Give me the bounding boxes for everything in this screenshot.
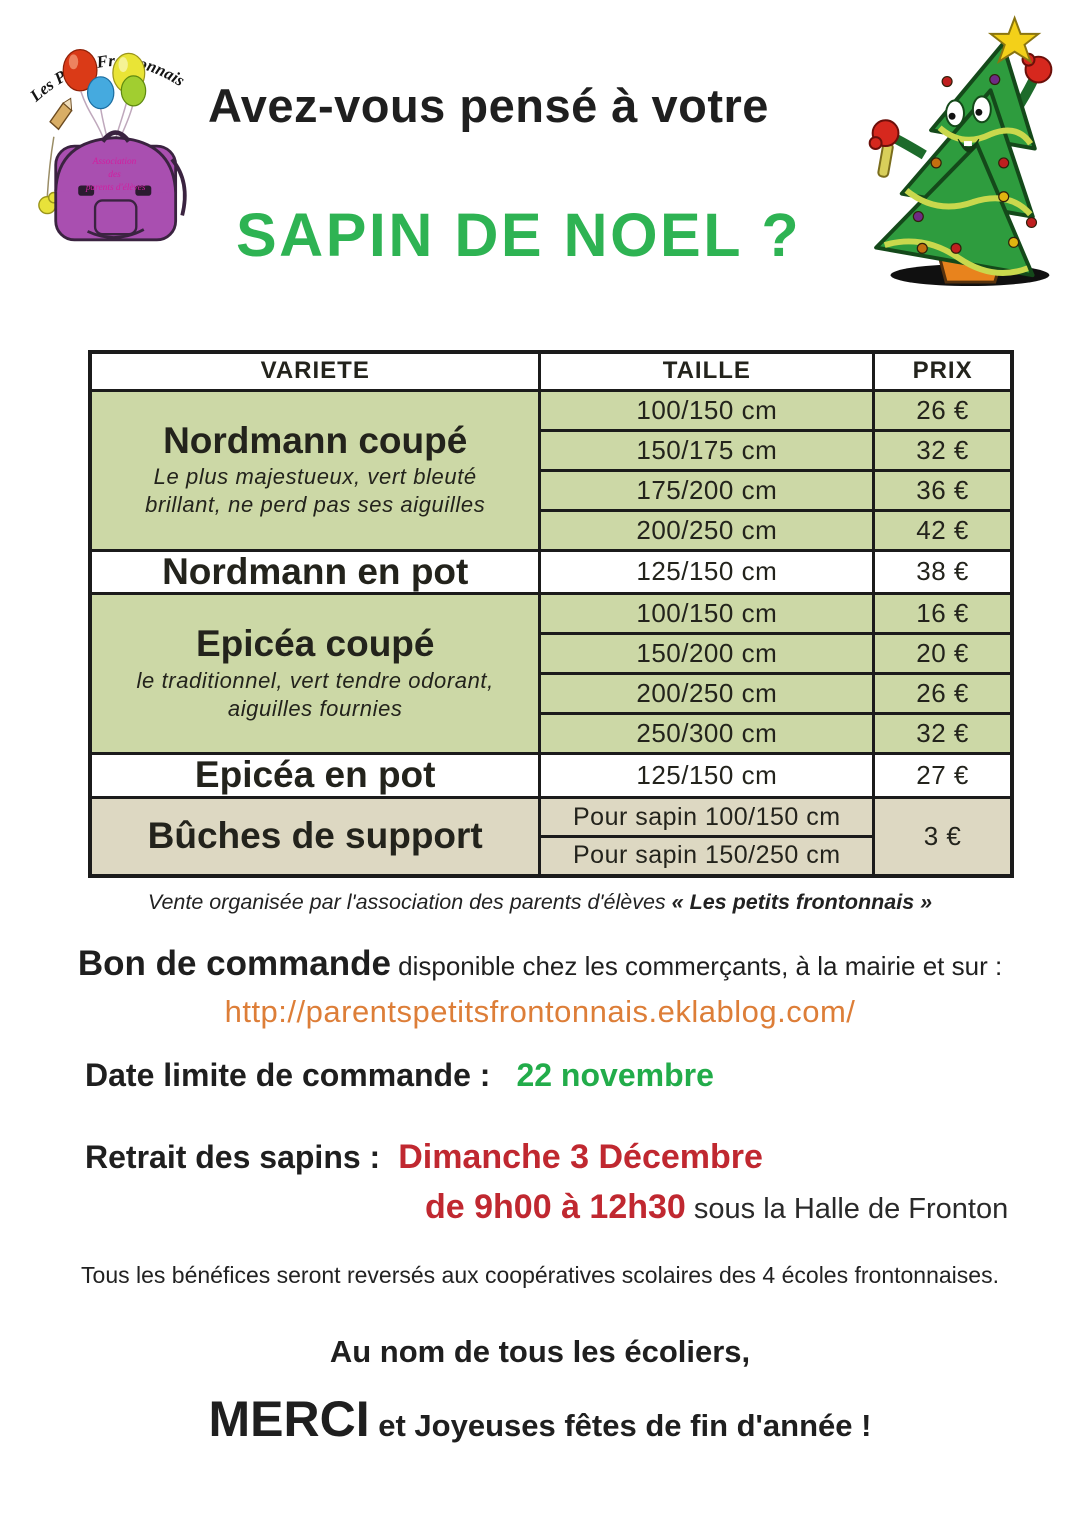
taille-cell: 100/150 cm — [538, 388, 876, 432]
pickup-time: de 9h00 à 12h30 — [425, 1188, 686, 1226]
table-row: 200/250 cm 26 € — [90, 672, 1014, 716]
table-row: Nordmann en pot 125/150 cm 38 € — [88, 548, 1014, 596]
bag-text: Association des parents d'élèves — [85, 157, 146, 193]
prix-cell-buches: 3 € — [872, 796, 1014, 878]
table-row: 200/250 cm 42 € — [90, 508, 1014, 552]
pickup-line2: de 9h00 à 12h30 sous la Halle de Fronton — [425, 1188, 1008, 1227]
schoolbag-icon: Association des parents d'élèves — [38, 97, 187, 242]
pencil-icon — [49, 97, 73, 131]
table-row: Epicéa coupé le traditionnel, vert tendr… — [88, 592, 1014, 756]
taille-cell: 250/300 cm — [538, 712, 876, 756]
prix-cell: 20 € — [872, 632, 1014, 676]
headline-sapin: SAPIN DE NOEL ? — [236, 201, 802, 269]
prix-cell: 26 € — [872, 672, 1014, 716]
col-header-variete: VARIETE — [88, 350, 542, 392]
table-row: Epicéa en pot 125/150 cm 27 € — [88, 752, 1014, 800]
taille-cell: 125/150 cm — [538, 548, 876, 596]
variety-title: Nordmann en pot — [162, 550, 469, 592]
prix-cell: 16 € — [872, 592, 1014, 636]
footnote-brand: « Les petits frontonnais » — [671, 890, 933, 914]
order-rest: disponible chez les commerçants, à la ma… — [390, 951, 1003, 981]
closing-line1: Au nom de tous les écoliers, — [329, 1334, 751, 1369]
variety-cell-epicea-coupe: Epicéa coupé le traditionnel, vert tendr… — [88, 592, 542, 756]
benefits-note: Tous les bénéfices seront reversés aux c… — [81, 1262, 999, 1288]
prix-cell: 32 € — [872, 428, 1014, 472]
variety-cell-buches: Bûches de support — [88, 796, 542, 878]
taille-cell: Pour sapin 100/150 cm — [538, 796, 876, 839]
taille-cell: 125/150 cm — [538, 752, 876, 800]
variety-cell-nordmann-coupe: Nordmann coupé Le plus majestueux, vert … — [88, 388, 542, 552]
prix-cell: 36 € — [872, 468, 1014, 512]
table-header-row: VARIETE TAILLE PRIX — [88, 350, 1014, 392]
star-icon — [987, 15, 1042, 65]
taille-cell: 200/250 cm — [538, 672, 876, 716]
prix-cell: 38 € — [872, 548, 1014, 596]
pickup-place: sous la Halle de Fronton — [685, 1193, 1009, 1225]
taille-cell: 150/200 cm — [538, 632, 876, 676]
headline-question: Avez-vous pensé à votre — [208, 79, 769, 132]
christmas-tree-illustration — [868, 15, 1053, 287]
variety-title: Epicéa coupé — [195, 623, 435, 665]
organizer-footnote: Vente organisée par l'association des pa… — [0, 890, 1080, 915]
col-header-taille: TAILLE — [538, 350, 876, 392]
table-row: Bûches de support Pour sapin 100/150 cm … — [88, 796, 1014, 878]
variety-title: Epicéa en pot — [194, 754, 436, 796]
order-info-line: Bon de commande disponible chez les comm… — [0, 944, 1080, 984]
pickup-label: Retrait des sapins : — [85, 1139, 381, 1175]
variety-cell-epicea-pot: Epicéa en pot — [88, 752, 542, 800]
pickup-date: Dimanche 3 Décembre — [398, 1138, 763, 1176]
table-row: 175/200 cm 36 € — [90, 468, 1014, 512]
balloons-icon — [62, 49, 147, 110]
prix-cell: 32 € — [872, 712, 1014, 756]
deadline-label: Date limite de commande : — [85, 1057, 491, 1093]
order-label: Bon de commande — [77, 944, 391, 983]
closing-rest: et Joyeuses fêtes de fin d'année ! — [369, 1408, 872, 1443]
price-table: VARIETE TAILLE PRIX Nordmann coupé Le pl… — [88, 350, 1014, 878]
table-row: 150/175 cm 32 € — [90, 428, 1014, 472]
merci-text: MERCI — [208, 1391, 370, 1447]
order-url-line: http://parentspetitsfrontonnais.eklablog… — [0, 994, 1080, 1030]
ornaments — [912, 73, 1038, 254]
variety-cell-nordmann-pot: Nordmann en pot — [88, 548, 542, 596]
table-row: Nordmann coupé Le plus majestueux, vert … — [88, 388, 1014, 552]
variety-title: Nordmann coupé — [163, 419, 468, 461]
taille-cell: 200/250 cm — [538, 508, 876, 552]
tree-face — [945, 95, 992, 153]
table-row: 150/200 cm 20 € — [90, 632, 1014, 676]
pickup-line1: Retrait des sapins : Dimanche 3 Décembre — [85, 1138, 763, 1177]
variety-description: Le plus majestueux, vert bleuté brillant… — [145, 464, 486, 517]
prix-cell: 26 € — [872, 388, 1014, 432]
variety-title: Bûches de support — [147, 815, 483, 857]
table-row: Pour sapin 150/250 cm — [90, 835, 1012, 878]
footnote-prefix: Vente organisée par l'association des pa… — [147, 890, 672, 914]
deadline-date: 22 novembre — [516, 1057, 714, 1093]
prix-cell: 42 € — [872, 508, 1014, 552]
closing-line2: MERCI et Joyeuses fêtes de fin d'année ! — [0, 1390, 1080, 1448]
taille-cell: 100/150 cm — [538, 592, 876, 636]
variety-description: le traditionnel, vert tendre odorant, ai… — [136, 668, 494, 721]
table-row: 250/300 cm 32 € — [90, 712, 1014, 756]
taille-cell: 175/200 cm — [538, 468, 876, 512]
order-url-link[interactable]: http://parentspetitsfrontonnais.eklablog… — [224, 994, 856, 1029]
association-logo: Les Petits Frontonnais — [25, 49, 189, 242]
col-header-prix: PRIX — [872, 350, 1014, 392]
taille-cell: Pour sapin 150/250 cm — [538, 835, 876, 878]
taille-cell: 150/175 cm — [538, 428, 876, 472]
deadline-line: Date limite de commande : 22 novembre — [85, 1057, 714, 1094]
prix-cell: 27 € — [872, 752, 1014, 800]
